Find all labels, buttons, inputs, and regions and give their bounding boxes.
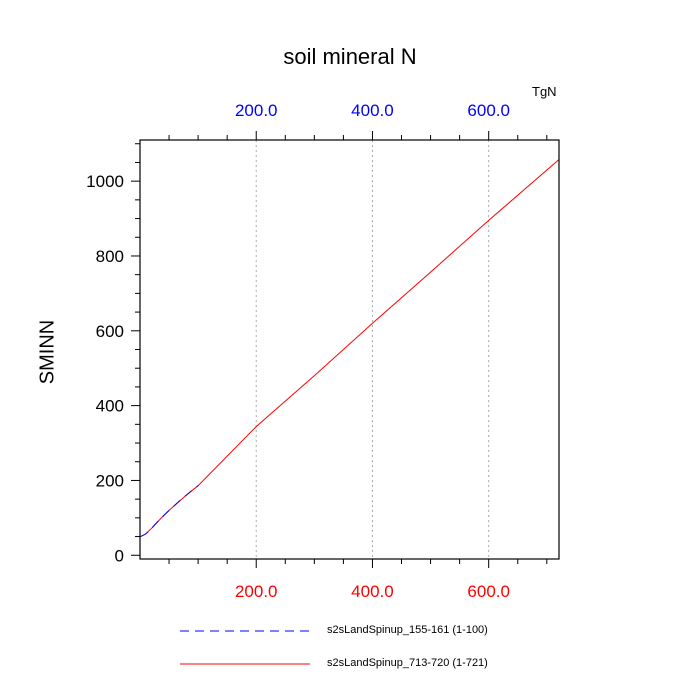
units-label: TgN — [532, 84, 557, 99]
y-tick-label-4: 800 — [96, 247, 124, 266]
x-tick-label-top-0: 200.0 — [235, 101, 278, 120]
chart-title: soil mineral N — [283, 44, 417, 69]
x-tick-label-top-1: 400.0 — [351, 101, 394, 120]
x-tick-label-bottom-2: 600.0 — [467, 582, 510, 601]
y-tick-label-2: 400 — [96, 397, 124, 416]
y-tick-label-1: 200 — [96, 471, 124, 490]
y-tick-label-5: 1000 — [86, 172, 124, 191]
plot-frame — [139, 139, 560, 560]
series-line-1 — [140, 159, 560, 538]
legend-label-0: s2sLandSpinup_155-161 (1-100) — [327, 624, 488, 636]
legend-label-1: s2sLandSpinup_713-720 (1-721) — [327, 657, 488, 669]
series-line-0 — [140, 485, 199, 538]
x-tick-label-bottom-0: 200.0 — [235, 582, 278, 601]
x-tick-label-bottom-1: 400.0 — [351, 582, 394, 601]
y-tick-label-0: 0 — [115, 546, 124, 565]
x-tick-label-top-2: 600.0 — [467, 101, 510, 120]
y-tick-label-3: 600 — [96, 322, 124, 341]
